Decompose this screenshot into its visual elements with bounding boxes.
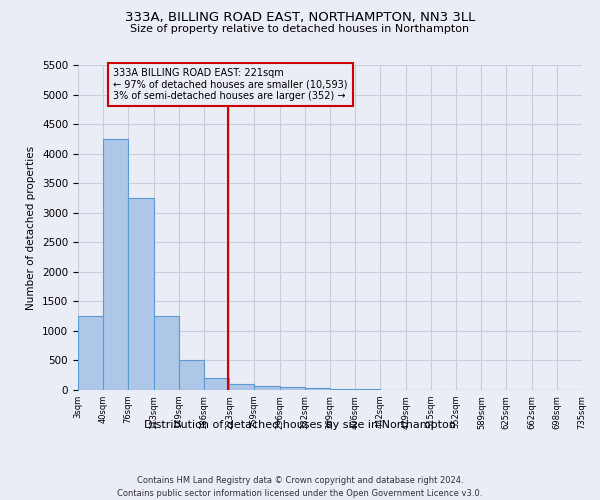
Bar [103,139,128,390]
Bar [128,198,154,390]
Bar [154,316,179,390]
Bar [229,384,254,390]
Text: 333A, BILLING ROAD EAST, NORTHAMPTON, NN3 3LL: 333A, BILLING ROAD EAST, NORTHAMPTON, NN… [125,11,475,24]
Text: Size of property relative to detached houses in Northampton: Size of property relative to detached ho… [130,24,470,34]
Text: Distribution of detached houses by size in Northampton: Distribution of detached houses by size … [144,420,456,430]
Bar [305,388,330,390]
Bar [280,387,305,390]
Bar [179,360,204,390]
Bar [330,389,355,390]
Y-axis label: Number of detached properties: Number of detached properties [26,146,37,310]
Text: Contains HM Land Registry data © Crown copyright and database right 2024.: Contains HM Land Registry data © Crown c… [137,476,463,485]
Bar [204,378,229,390]
Bar [254,386,280,390]
Text: 333A BILLING ROAD EAST: 221sqm
← 97% of detached houses are smaller (10,593)
3% : 333A BILLING ROAD EAST: 221sqm ← 97% of … [113,68,348,102]
Text: Contains public sector information licensed under the Open Government Licence v3: Contains public sector information licen… [118,489,482,498]
Bar [78,316,103,390]
